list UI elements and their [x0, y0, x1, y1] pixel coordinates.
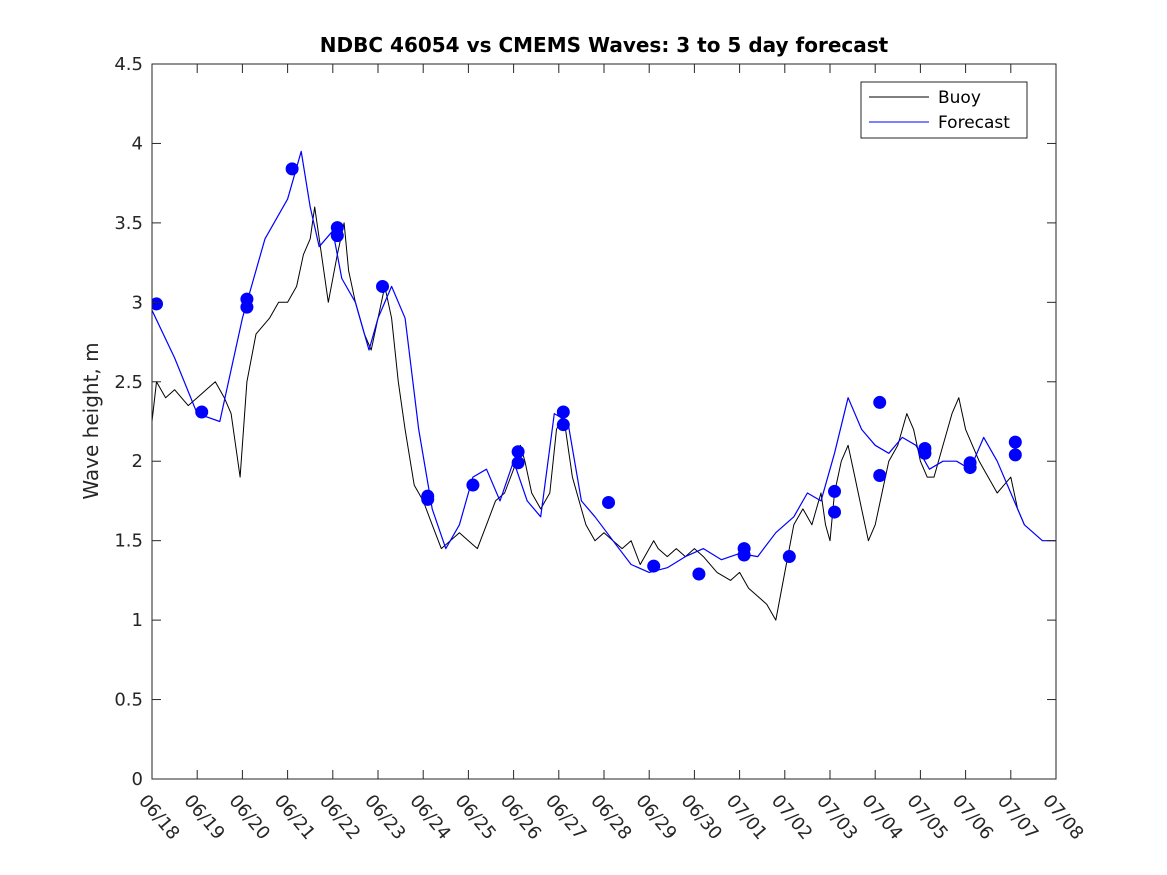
forecast-marker	[285, 162, 299, 176]
forecast-marker	[918, 446, 932, 460]
forecast-marker	[556, 405, 570, 419]
y-tick-label: 2.5	[114, 372, 143, 393]
forecast-marker	[602, 496, 616, 510]
y-tick-label: 3.5	[114, 213, 143, 234]
forecast-marker	[330, 229, 344, 243]
y-tick-label: 1	[132, 610, 143, 631]
forecast-marker	[511, 456, 525, 470]
y-tick-label: 4	[132, 133, 143, 154]
chart-title: NDBC 46054 vs CMEMS Waves: 3 to 5 day fo…	[320, 33, 889, 57]
forecast-marker	[828, 484, 842, 498]
y-tick-label: 3	[132, 292, 143, 313]
y-tick-label: 4.5	[114, 54, 143, 75]
legend: Buoy Forecast	[860, 81, 1028, 139]
forecast-marker	[647, 559, 661, 573]
forecast-marker	[828, 505, 842, 519]
y-axis-label: Wave height, m	[79, 342, 103, 499]
forecast-marker	[556, 418, 570, 432]
legend-box	[860, 81, 1028, 139]
legend-label-buoy: Buoy	[938, 88, 981, 108]
y-tick-label: 0	[132, 769, 143, 790]
forecast-marker	[782, 550, 796, 564]
forecast-marker	[376, 279, 390, 293]
forecast-marker	[873, 469, 887, 483]
forecast-marker	[963, 461, 977, 475]
forecast-marker	[240, 300, 254, 314]
forecast-marker	[466, 478, 480, 492]
forecast-marker	[873, 395, 887, 409]
forecast-marker	[1008, 448, 1022, 462]
y-tick-label: 1.5	[114, 531, 143, 552]
plot-area	[152, 150, 1056, 621]
legend-label-forecast: Forecast	[938, 113, 1010, 133]
forecast-marker	[692, 567, 706, 581]
y-tick-label: 0.5	[114, 690, 143, 711]
forecast-marker	[511, 445, 525, 459]
forecast-marker	[1008, 435, 1022, 449]
forecast-marker	[421, 492, 435, 506]
forecast-marker	[195, 405, 209, 419]
forecast-marker	[152, 297, 164, 311]
series-line-buoy	[152, 206, 1025, 621]
forecast-marker	[737, 548, 751, 562]
y-tick-label: 2	[132, 451, 143, 472]
